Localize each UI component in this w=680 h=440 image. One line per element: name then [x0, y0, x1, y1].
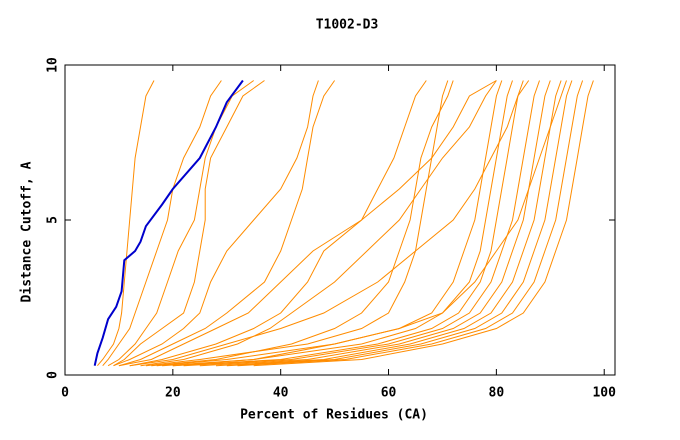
x-tick-label: 80 [489, 386, 505, 401]
series-line [93, 79, 244, 366]
series-line [107, 80, 254, 367]
series-line [199, 80, 551, 367]
series-line [172, 80, 567, 367]
y-tick-label: 10 [46, 57, 61, 73]
series-line [151, 80, 454, 367]
y-tick-label: 0 [46, 371, 61, 379]
series-line [172, 80, 524, 367]
y-tick-label: 5 [46, 216, 61, 224]
series-line [253, 80, 594, 367]
y-axis-label: Distance Cutoff, A [20, 161, 35, 302]
x-tick-label: 100 [592, 386, 616, 401]
series-line [129, 80, 427, 367]
series-line [113, 80, 319, 367]
series-line [118, 80, 497, 367]
x-tick-label: 60 [381, 386, 397, 401]
series-line [183, 80, 540, 367]
series-line [237, 80, 584, 367]
series-line [215, 80, 562, 367]
x-tick-label: 0 [61, 386, 69, 401]
series-line [118, 80, 336, 367]
plot-area [93, 79, 594, 367]
x-tick-label: 20 [165, 386, 181, 401]
series-line [129, 80, 530, 367]
series-line [226, 80, 573, 367]
x-axis-label: Percent of Residues (CA) [240, 408, 428, 423]
series-line [140, 80, 497, 367]
x-tick-label: 40 [273, 386, 289, 401]
plot-frame [64, 64, 616, 376]
series-line [113, 80, 265, 367]
series-line [97, 80, 155, 367]
chart-title: T1002-D3 [316, 18, 379, 33]
series-line [162, 80, 513, 367]
series-line [102, 80, 222, 367]
